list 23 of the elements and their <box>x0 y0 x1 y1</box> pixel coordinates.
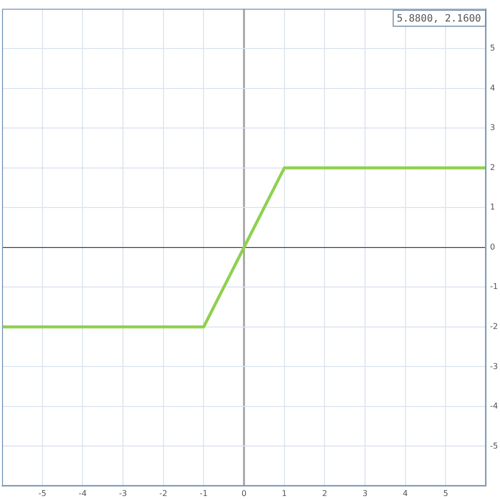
y-tick-label: -3 <box>490 362 498 371</box>
x-tick-label: 3 <box>362 488 368 498</box>
y-tick-label: -1 <box>490 282 498 292</box>
y-tick-label: 2 <box>490 162 496 172</box>
x-tick-label: -1 <box>200 488 208 498</box>
y-tick-label: -2 <box>490 322 498 332</box>
x-tick-label: 0 <box>241 488 247 498</box>
x-tick-label: -2 <box>159 488 168 498</box>
x-tick-label: -3 <box>119 488 127 498</box>
y-tick-label: -4 <box>490 402 498 411</box>
y-tick-label: 1 <box>490 202 496 212</box>
y-tick-label: -5 <box>490 441 498 450</box>
y-tick-label: 3 <box>490 123 496 132</box>
x-tick-label: 4 <box>402 488 408 498</box>
x-tick-label: 1 <box>282 488 287 498</box>
x-tick-label: -4 <box>78 488 87 498</box>
x-tick-label: -5 <box>38 488 46 498</box>
y-tick-label: 0 <box>490 242 496 252</box>
x-tick-label: 2 <box>322 488 328 498</box>
y-tick-label: 4 <box>490 83 496 92</box>
annotation: 5.8800, 2.1600 <box>396 13 482 24</box>
y-tick-label: 5 <box>490 44 496 53</box>
x-tick-label: 5 <box>443 488 448 498</box>
